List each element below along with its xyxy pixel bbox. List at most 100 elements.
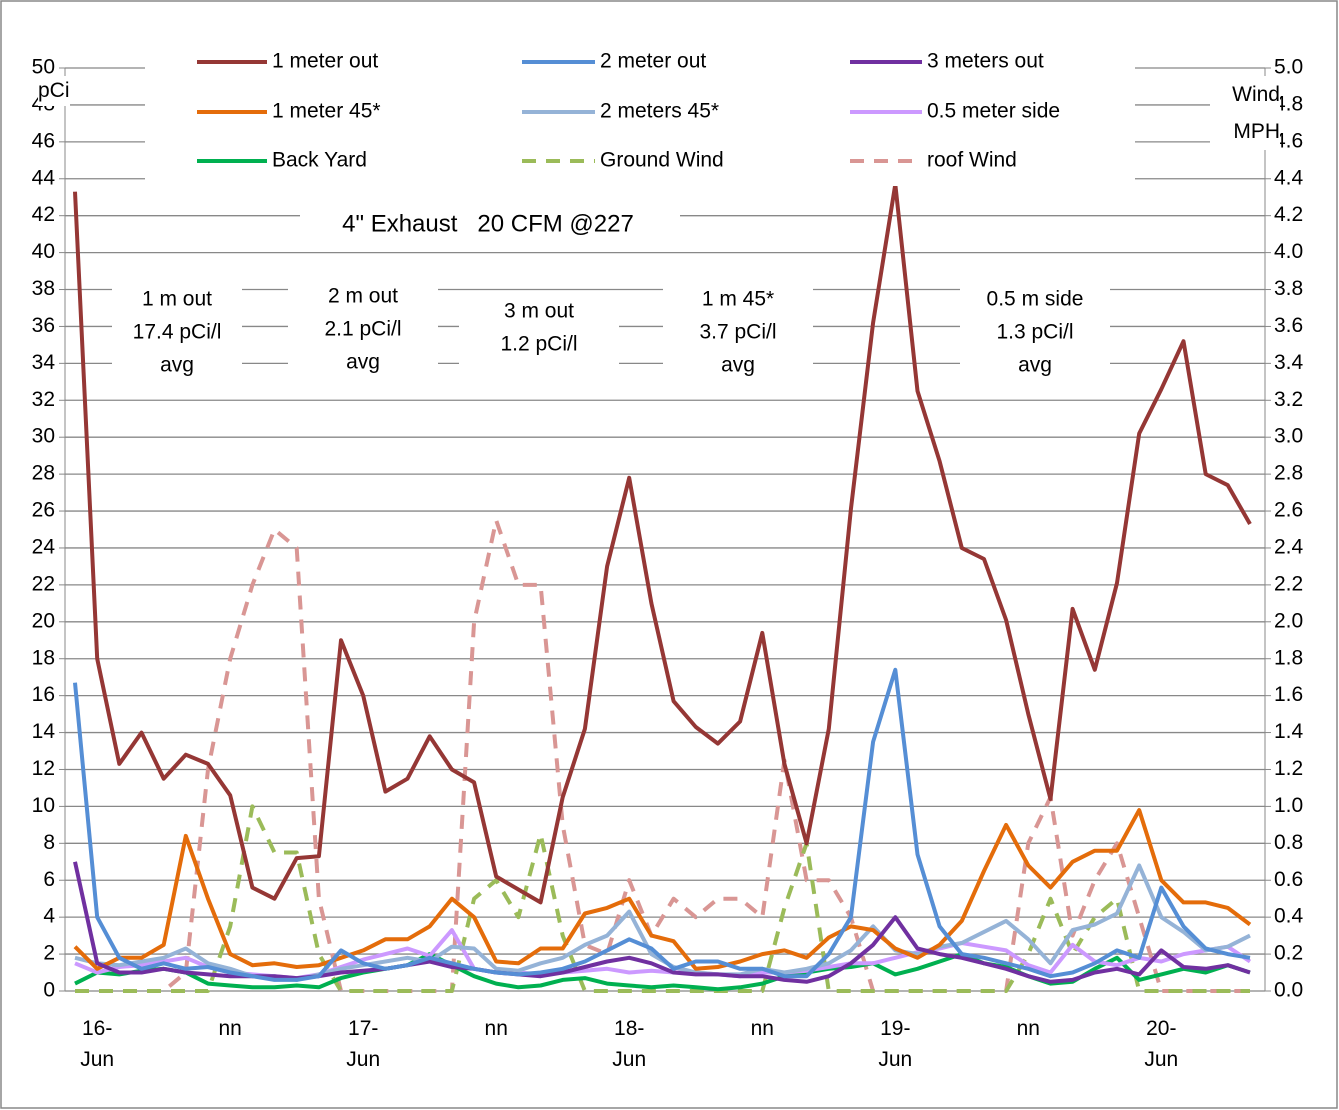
- y2-tick-label: 2.6: [1274, 499, 1303, 522]
- annotation-bg: [112, 280, 242, 387]
- legend-box: [145, 40, 1135, 186]
- y2-tick-label: 5.0: [1274, 56, 1303, 79]
- y-tick-label: 2: [43, 942, 55, 965]
- y-tick-label: 6: [43, 868, 55, 891]
- title-bg: [300, 205, 680, 245]
- y-axis-label: pCi: [38, 76, 70, 106]
- y-tick-label: 28: [32, 462, 55, 485]
- y-tick-label: 4: [43, 905, 55, 928]
- legend-label: Back Yard: [272, 149, 367, 172]
- annotation-text: 1.2 pCi/l: [500, 333, 577, 356]
- y2-tick-label: 0.0: [1274, 979, 1303, 1002]
- y2-tick-label: 4.2: [1274, 203, 1303, 226]
- annotation-text: avg: [346, 351, 380, 374]
- y2-tick-label: 2.2: [1274, 572, 1303, 595]
- y2-tick-label: 3.0: [1274, 425, 1303, 448]
- y2-tick-label: 0.6: [1274, 868, 1303, 891]
- y2-tick-label: 1.0: [1274, 794, 1303, 817]
- legend-label: roof Wind: [927, 149, 1017, 172]
- y-tick-label: 38: [32, 277, 55, 300]
- series-line: [73, 182, 1252, 905]
- annotation-text: 2.1 pCi/l: [324, 318, 401, 341]
- y2-tick-label: 3.8: [1274, 277, 1303, 300]
- y-tick-label: 14: [32, 720, 56, 743]
- y2-tick-label: 2.8: [1274, 462, 1303, 485]
- y-tick-label: 20: [32, 609, 55, 632]
- y-tick-label: 10: [32, 794, 55, 817]
- legend-label: 2 meters 45*: [600, 100, 719, 123]
- legend-label: 1 meter 45*: [272, 100, 381, 123]
- legend-label: 0.5 meter side: [927, 100, 1060, 123]
- series-line: [75, 804, 1250, 993]
- annotation-text: 0.5 m side: [987, 288, 1084, 311]
- annotation-text: 3.7 pCi/l: [699, 321, 776, 344]
- y2-axis-label: Wind MPH: [1210, 76, 1280, 150]
- annotation-text: avg: [721, 354, 755, 377]
- y2-tick-label: 0.4: [1274, 905, 1304, 928]
- x-tick-label: 16-Jun: [80, 1017, 115, 1071]
- annotation-text: 3 m out: [504, 300, 574, 323]
- y2-tick-label: 3.2: [1274, 388, 1303, 411]
- y-tick-label: 24: [32, 536, 56, 559]
- y-tick-label: 34: [32, 351, 56, 374]
- x-tick-label: 20-Jun: [1144, 1017, 1179, 1071]
- y2-tick-label: 4.6: [1274, 129, 1303, 152]
- overlay: 1 meter out 2 meter out 3 meters out 1 mete…: [112, 40, 1135, 387]
- y-tick-label: 0: [43, 979, 55, 1002]
- y-tick-label: 44: [32, 166, 56, 189]
- y2-tick-label: 2.4: [1274, 536, 1304, 559]
- legend-label: 1 meter out: [272, 50, 378, 73]
- y-tick-label: 46: [32, 129, 55, 152]
- y-tick-label: 18: [32, 646, 55, 669]
- x-tick-label: 19-Jun: [878, 1017, 913, 1071]
- y2-tick-label: 1.2: [1274, 757, 1303, 780]
- y-tick-label: 32: [32, 388, 55, 411]
- chart-title: 4" Exhaust 20 CFM @227: [342, 210, 634, 237]
- legend-label: Ground Wind: [600, 149, 724, 172]
- y2-tick-label: 1.4: [1274, 720, 1304, 743]
- y2-tick-label: 0.8: [1274, 831, 1303, 854]
- y-tick-label: 40: [32, 240, 55, 263]
- y2-tick-label: 3.6: [1274, 314, 1303, 337]
- y-tick-label: 30: [32, 425, 55, 448]
- x-tick-label: nn: [218, 1017, 242, 1040]
- y2-tick-label: 4.8: [1274, 92, 1303, 115]
- y-tick-label: 26: [32, 499, 55, 522]
- y2-tick-label: 0.2: [1274, 942, 1303, 965]
- y-tick-label: 12: [32, 757, 55, 780]
- y-tick-label: 16: [32, 683, 55, 706]
- series-line: [75, 518, 1250, 993]
- annotation-bg: [960, 280, 1110, 387]
- x-tick-label: 17-Jun: [346, 1017, 381, 1071]
- annotation-text: 1 m 45*: [702, 288, 774, 311]
- series-line: [73, 808, 1252, 971]
- annotation-text: avg: [1018, 354, 1052, 377]
- x-tick-label: nn: [750, 1017, 774, 1040]
- annotation-text: 1 m out: [142, 288, 212, 311]
- y-tick-label: 22: [32, 572, 55, 595]
- annotation-text: 17.4 pCi/l: [133, 321, 222, 344]
- y2-tick-label: 2.0: [1274, 609, 1303, 632]
- y2-tick-label: 4.0: [1274, 240, 1303, 263]
- y-tick-label: 42: [32, 203, 55, 226]
- y-tick-label: 36: [32, 314, 55, 337]
- annotation-text: 2 m out: [328, 285, 398, 308]
- x-tick-label: 18-Jun: [612, 1017, 647, 1071]
- y-tick-label: 50: [32, 56, 55, 79]
- y2-tick-label: 1.6: [1274, 683, 1303, 706]
- x-tick-label: nn: [1016, 1017, 1040, 1040]
- series-line: [73, 861, 1251, 984]
- series-line: [73, 667, 1251, 982]
- x-tick-label: nn: [484, 1017, 508, 1040]
- annotation-text: avg: [160, 354, 194, 377]
- y2-tick-label: 1.8: [1274, 646, 1303, 669]
- annotation-bg: [288, 277, 438, 384]
- y2-tick-label: 4.4: [1274, 166, 1304, 189]
- annotation-bg: [663, 280, 813, 387]
- y-tick-label: 8: [43, 831, 55, 854]
- legend-label: 3 meters out: [927, 50, 1044, 73]
- plot-lines: [73, 182, 1252, 993]
- legend-label: 2 meter out: [600, 50, 706, 73]
